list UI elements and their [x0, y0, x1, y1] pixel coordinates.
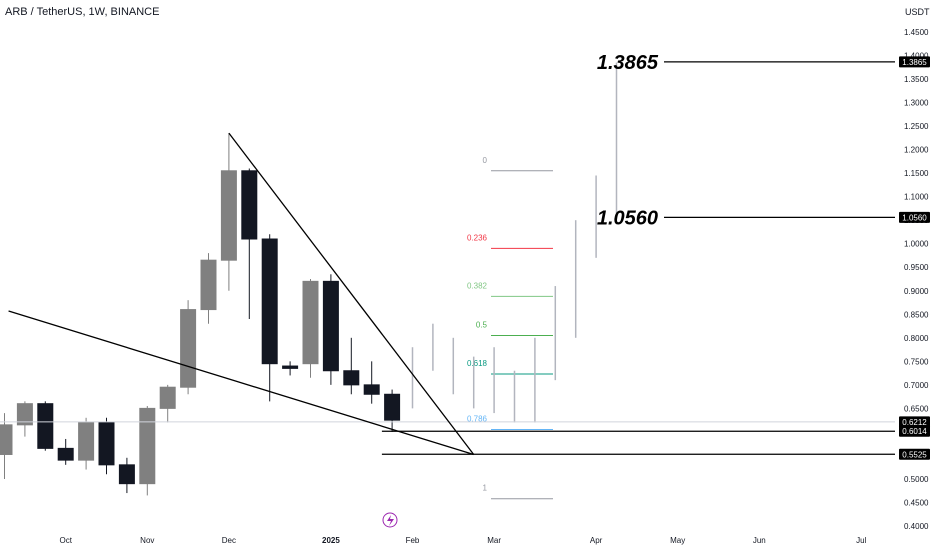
price-tick-label: 1.4500 — [904, 28, 929, 37]
time-tick-label: Jul — [856, 536, 866, 545]
time-tick-label: Oct — [59, 536, 72, 545]
price-tick-label: 0.8500 — [904, 310, 929, 319]
price-tag — [899, 448, 930, 460]
fibonacci-retracement: 0 0.236 0.382 0.5 0.618 0.786 1 — [467, 156, 553, 500]
fib-label-0-382: 0.382 — [467, 281, 488, 290]
price-tick-label: 1.1500 — [904, 169, 929, 178]
chart-markers — [382, 512, 398, 528]
candle-body — [322, 280, 339, 372]
price-tick-label: 0.6500 — [904, 404, 929, 413]
price-tick-label: 1.0000 — [904, 240, 929, 249]
candle-body — [363, 384, 380, 395]
candle-body — [282, 365, 299, 369]
candle-body — [57, 447, 74, 461]
candle-body — [16, 403, 33, 426]
time-axis: Oct Nov Dec 2025 Feb Mar Apr May Jun Jul — [59, 536, 866, 545]
price-tag-label: 1.0560 — [902, 213, 927, 222]
price-tick-label: 1.4000 — [904, 52, 929, 61]
price-tick-label: 0.9500 — [904, 263, 929, 272]
price-tick-label: 1.3500 — [904, 75, 929, 84]
time-tick-label: May — [670, 536, 685, 545]
time-tick-label: Dec — [222, 536, 236, 545]
price-tick-label: 0.5000 — [904, 475, 929, 484]
target-label: 1.3865 — [597, 52, 659, 74]
trendline-descending-resistance — [228, 132, 475, 455]
time-tick-label: Mar — [487, 536, 501, 545]
candle-body — [37, 403, 54, 449]
event-icon[interactable] — [382, 512, 398, 528]
lightning-icon — [387, 515, 394, 526]
price-tick-label: 1.1000 — [904, 193, 929, 202]
trendline-support-line — [8, 310, 474, 456]
time-tick-label: Feb — [406, 536, 420, 545]
price-tick-label: 1.2000 — [904, 146, 929, 155]
price-tag-label: 0.6014 — [902, 427, 927, 436]
price-tag — [899, 56, 930, 68]
price-tick-label: 0.9000 — [904, 287, 929, 296]
fib-label-1: 1 — [483, 484, 488, 493]
price-tag-label: 1.3865 — [902, 58, 927, 67]
fib-label-0-5: 0.5 — [476, 320, 488, 329]
fib-label-0-786: 0.786 — [467, 415, 488, 424]
price-tick-label: 0.4500 — [904, 498, 929, 507]
candle-body — [139, 407, 156, 485]
candle-body — [180, 309, 197, 388]
drawn-lines: 1.3865 1.0560 — [0, 52, 895, 456]
price-tag — [899, 425, 930, 437]
projection-bars — [411, 62, 618, 423]
candle-body — [220, 170, 237, 261]
candle-body — [200, 259, 217, 311]
price-tick-label: 1.3000 — [904, 99, 929, 108]
candle-body — [0, 424, 13, 455]
candlestick-series — [0, 133, 401, 496]
time-tick-label: Apr — [590, 536, 603, 545]
price-tick-label: 0.7500 — [904, 357, 929, 366]
price-tick-label: 0.4000 — [904, 522, 929, 531]
candle-body — [343, 370, 360, 386]
candle-body — [384, 393, 401, 421]
time-tick-label: Nov — [140, 536, 154, 545]
fib-label-0: 0 — [483, 156, 488, 165]
candle-body — [261, 238, 278, 365]
price-tag-label: 0.5525 — [902, 450, 927, 459]
time-tick-label: Jun — [753, 536, 766, 545]
target-label: 1.0560 — [597, 207, 658, 229]
candle-body — [302, 280, 319, 365]
price-tick-label: 0.8000 — [904, 334, 929, 343]
price-tag-label: 0.6212 — [902, 418, 927, 427]
price-tick-label: 1.2500 — [904, 122, 929, 131]
fib-label-0-618: 0.618 — [467, 359, 488, 368]
candle-body — [159, 386, 176, 409]
price-tick-label: 0.7000 — [904, 381, 929, 390]
symbol-title[interactable]: ARB / TetherUS, 1W, BINANCE — [5, 6, 160, 18]
price-tag — [899, 211, 930, 223]
candle-body — [118, 464, 135, 485]
candle-body — [78, 421, 95, 461]
time-tick-label: 2025 — [322, 536, 340, 545]
currency-label: USDT — [905, 7, 930, 17]
fib-label-0-236: 0.236 — [467, 233, 488, 242]
candle-body — [98, 421, 115, 466]
candle-body — [241, 170, 258, 240]
